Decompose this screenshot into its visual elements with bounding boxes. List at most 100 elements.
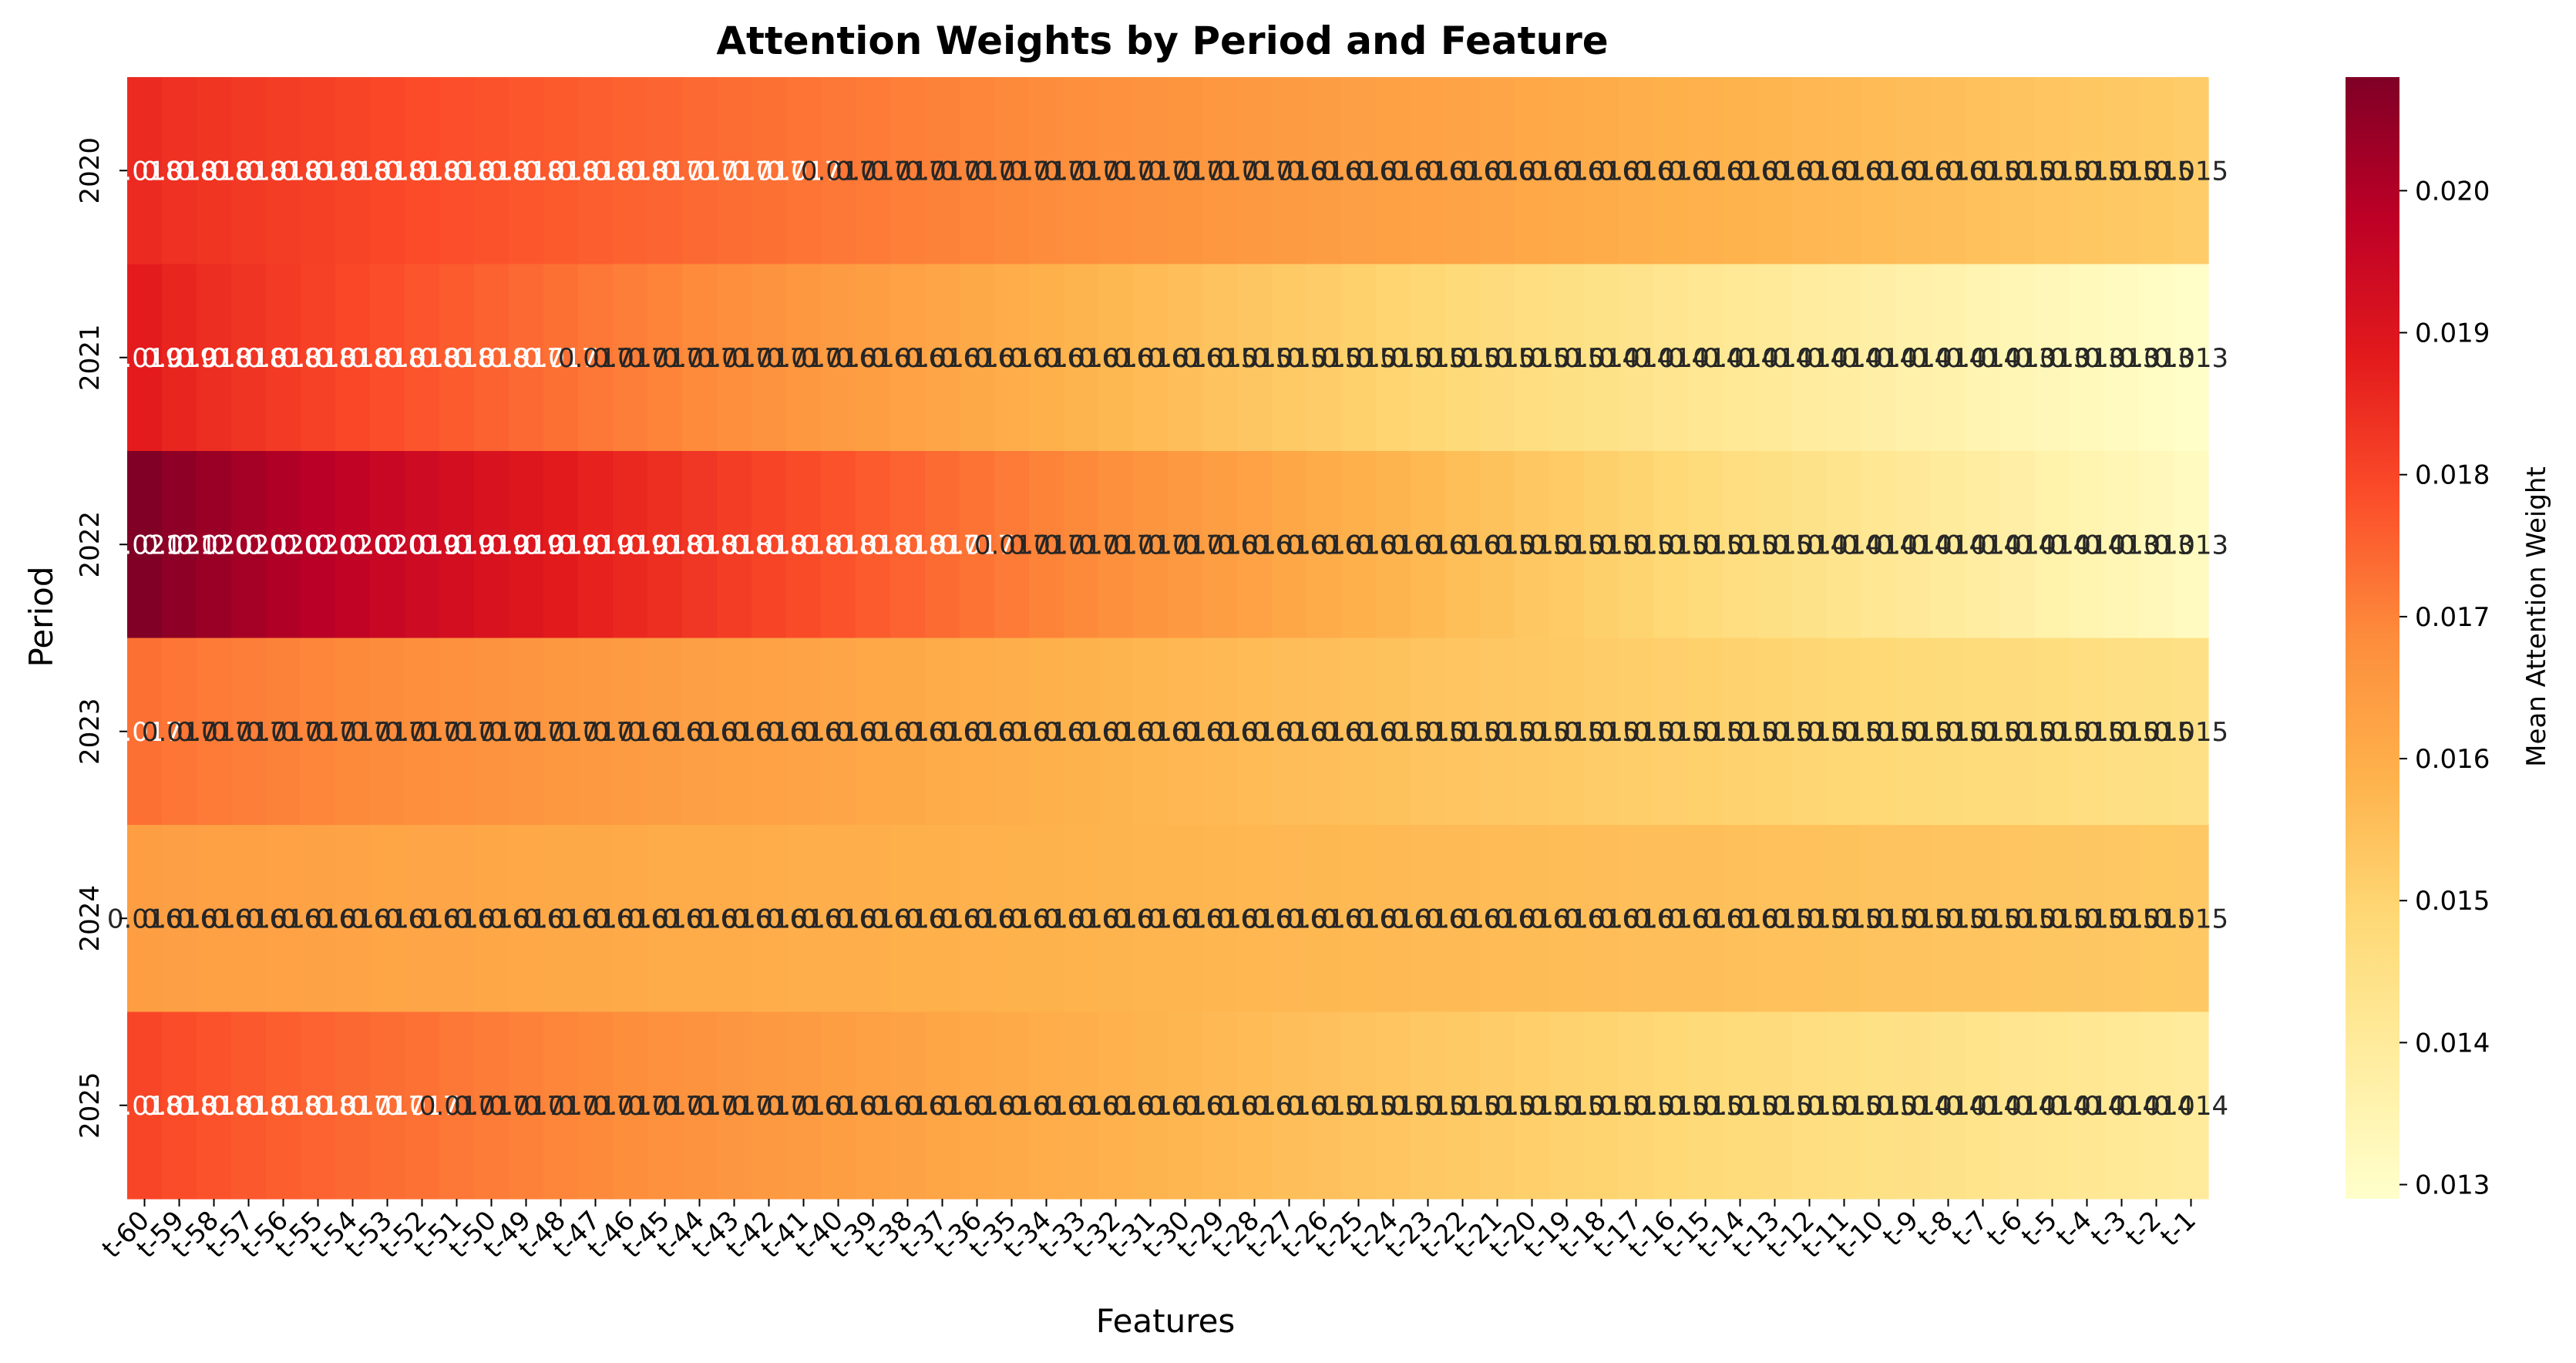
heatmap-cell (1653, 451, 1689, 639)
heatmap-cell (439, 638, 475, 826)
heatmap-cell (1896, 264, 1932, 452)
cell-value-label: 0.018 (281, 343, 355, 374)
cell-value-label: 0.017 (731, 156, 806, 187)
cell-value-label: 0.017 (731, 1091, 806, 1122)
cell-value-label: 0.019 (523, 530, 598, 560)
heatmap-cell (717, 1011, 752, 1200)
heatmap-cell (1861, 825, 1897, 1013)
heatmap-cell (613, 638, 648, 826)
heatmap-cell (474, 638, 509, 826)
heatmap-cell (2000, 638, 2036, 826)
cell-value-label: 0.017 (662, 343, 737, 374)
cell-value-label: 0.013 (2119, 343, 2194, 374)
cell-value-label: 0.016 (1182, 1091, 1257, 1122)
heatmap-cell (1931, 638, 1966, 826)
heatmap-cell (1411, 1011, 1446, 1200)
heatmap-cell (405, 825, 440, 1013)
heatmap-cell (1306, 264, 1342, 452)
heatmap-cell (856, 264, 891, 452)
cell-value-label: 0.016 (1599, 904, 1673, 934)
heatmap-cell (1064, 1011, 1099, 1200)
heatmap-cell (1341, 451, 1377, 639)
cell-value-label: 0.017 (627, 156, 702, 187)
cell-value-label: 0.015 (1633, 530, 1708, 560)
cell-value-label: 0.018 (315, 343, 390, 374)
cell-value-label: 0.016 (1321, 717, 1396, 748)
heatmap-cell (1064, 264, 1099, 452)
heatmap-cell (2104, 1011, 2140, 1200)
heatmap-cell (890, 451, 926, 639)
heatmap-cell (405, 451, 440, 639)
cell-value-label: 0.015 (1460, 1091, 1535, 1122)
heatmap-cell (1861, 451, 1897, 639)
cell-value-label: 0.017 (905, 156, 980, 187)
heatmap-cell (543, 1011, 579, 1200)
cell-value-label: 0.015 (1356, 1091, 1431, 1122)
cell-value-label: 0.018 (177, 156, 251, 187)
cell-value-label: 0.018 (142, 1091, 217, 1122)
heatmap-cell (266, 264, 301, 452)
heatmap-cell (543, 638, 579, 826)
chart-title: Attention Weights by Period and Feature (716, 19, 1608, 63)
cell-value-label: 0.017 (419, 717, 494, 748)
cell-value-label: 0.016 (1148, 343, 1222, 374)
heatmap-cell (925, 451, 960, 639)
cell-value-label: 0.016 (697, 904, 772, 934)
heatmap-cell (1341, 825, 1377, 1013)
heatmap-cell (197, 825, 232, 1013)
heatmap-cell (1549, 451, 1585, 639)
cell-value-label: 0.018 (870, 530, 945, 560)
cell-value-label: 0.015 (1321, 1091, 1396, 1122)
heatmap-cell (1480, 451, 1515, 639)
cell-value-label: 0.016 (1321, 904, 1396, 934)
heatmap-cell (301, 638, 336, 826)
cell-value-label: 0.016 (870, 904, 945, 934)
heatmap-cell (301, 264, 336, 452)
cell-value-label: 0.016 (142, 904, 217, 934)
cell-value-label: 0.016 (1321, 530, 1396, 560)
heatmap-cell (301, 77, 336, 265)
cell-value-label: 0.017 (627, 343, 702, 374)
cell-value-label: 0.015 (2154, 156, 2228, 187)
cell-value-label: 0.016 (836, 717, 910, 748)
heatmap-cell (925, 638, 960, 826)
heatmap-cell (1202, 638, 1238, 826)
cell-value-label: 0.019 (142, 343, 217, 374)
heatmap-cell (335, 264, 371, 452)
cell-value-label: 0.016 (1252, 156, 1327, 187)
cell-value-label: 0.017 (766, 156, 841, 187)
heatmap-cell (1966, 638, 2001, 826)
heatmap-cell (2104, 638, 2140, 826)
cell-value-label: 0.017 (1148, 156, 1222, 187)
heatmap-cell (231, 825, 267, 1013)
colorbar-tick-label: 0.020 (2415, 176, 2490, 207)
heatmap-cell (2174, 264, 2209, 452)
cell-value-label: 0.013 (1980, 343, 2055, 374)
cell-value-label: 0.016 (1113, 343, 1188, 374)
heatmap-cell (1376, 77, 1411, 265)
cell-value-label: 0.017 (1148, 530, 1222, 560)
cell-value-label: 0.016 (1356, 904, 1431, 934)
heatmap-cell (786, 77, 822, 265)
heatmap-cell (231, 77, 267, 265)
heatmap-cell (1133, 264, 1169, 452)
heatmap-cell (960, 264, 995, 452)
heatmap-cell (1376, 1011, 1411, 1200)
cell-value-label: 0.016 (870, 717, 945, 748)
cell-value-label: 0.018 (731, 530, 806, 560)
cell-value-label: 0.016 (1876, 156, 1951, 187)
cell-value-label: 0.014 (2050, 1091, 2124, 1122)
heatmap-cell (960, 1011, 995, 1200)
heatmap-cell (1341, 638, 1377, 826)
cell-value-label: 0.016 (1321, 156, 1396, 187)
cell-value-label: 0.014 (2084, 1091, 2159, 1122)
cell-value-label: 0.016 (1182, 530, 1257, 560)
heatmap-cell (474, 264, 509, 452)
heatmap-cell (994, 451, 1030, 639)
heatmap-cell (370, 451, 405, 639)
heatmap-cell (127, 1011, 163, 1200)
heatmap-cell (266, 77, 301, 265)
heatmap-cell (162, 638, 197, 826)
heatmap-cell (821, 264, 856, 452)
cell-value-label: 0.020 (350, 530, 425, 560)
